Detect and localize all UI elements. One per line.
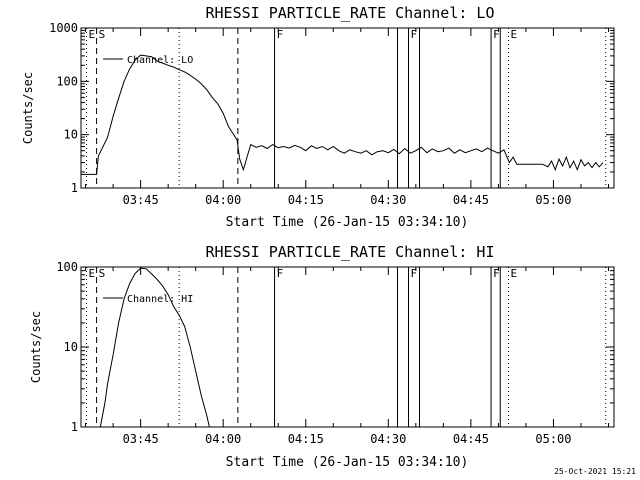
generation-timestamp: 25-Oct-2021 15:21 — [554, 467, 636, 476]
lo-chart-title: RHESSI PARTICLE_RATE Channel: LO — [206, 4, 495, 22]
event-marker-label: E — [511, 267, 518, 280]
lo-y-axis-label: Counts/sec — [21, 72, 35, 144]
lo-x-axis-label: Start Time (26-Jan-15 03:34:10) — [226, 215, 469, 230]
lo-plot-frame — [80, 27, 615, 189]
event-marker-label: F — [277, 267, 284, 280]
x-tick-label: 05:00 — [535, 193, 571, 207]
event-marker-label: F — [277, 28, 284, 41]
y-tick-label: 1 — [71, 420, 78, 434]
x-tick-label: 04:45 — [453, 193, 489, 207]
y-tick-label: 100 — [56, 74, 78, 88]
event-marker-label: S — [99, 28, 106, 41]
x-tick-label: 04:45 — [453, 432, 489, 446]
x-tick-label: 04:15 — [288, 193, 324, 207]
hi-legend-label: Channel: HI — [127, 294, 193, 305]
event-marker-label: E — [89, 28, 96, 41]
hi-chart-title: RHESSI PARTICLE_RATE Channel: HI — [206, 243, 495, 261]
event-marker-label: E — [511, 28, 518, 41]
hi-y-axis-label: Counts/sec — [29, 311, 43, 383]
event-marker-label: F — [493, 267, 500, 280]
y-tick-label: 1 — [71, 181, 78, 195]
lo-x-ticks: 03:45 04:00 04:15 04:30 04:45 05:00 — [85, 28, 609, 207]
hi-x-ticks: 03:45 04:00 04:15 04:30 04:45 05:00 — [85, 267, 609, 446]
x-tick-label: 04:00 — [205, 432, 241, 446]
x-tick-label: 04:30 — [370, 432, 406, 446]
hi-x-axis-label: Start Time (26-Jan-15 03:34:10) — [226, 455, 469, 470]
event-marker-label: E — [89, 267, 96, 280]
y-tick-label: 100 — [56, 260, 78, 274]
event-marker-label: S — [99, 267, 106, 280]
event-marker-label: F — [493, 28, 500, 41]
hi-y-ticks: 1 10 100 — [56, 260, 614, 434]
x-tick-label: 05:00 — [535, 432, 571, 446]
x-tick-label: 04:15 — [288, 432, 324, 446]
x-tick-label: 04:30 — [370, 193, 406, 207]
hi-plot-frame — [80, 266, 615, 428]
event-marker-label: F — [411, 28, 418, 41]
event-marker-label: F — [411, 267, 418, 280]
lo-series-line — [81, 54, 604, 175]
lo-legend-label: Channel: LO — [127, 55, 193, 66]
x-tick-label: 03:45 — [123, 193, 159, 207]
y-tick-label: 10 — [64, 340, 78, 354]
hi-series-line — [99, 267, 210, 428]
lo-y-ticks: 1 10 100 1000 — [49, 21, 614, 195]
y-tick-label: 1000 — [49, 21, 78, 35]
y-tick-label: 10 — [64, 128, 78, 142]
x-tick-label: 04:00 — [205, 193, 241, 207]
x-tick-label: 03:45 — [123, 432, 159, 446]
